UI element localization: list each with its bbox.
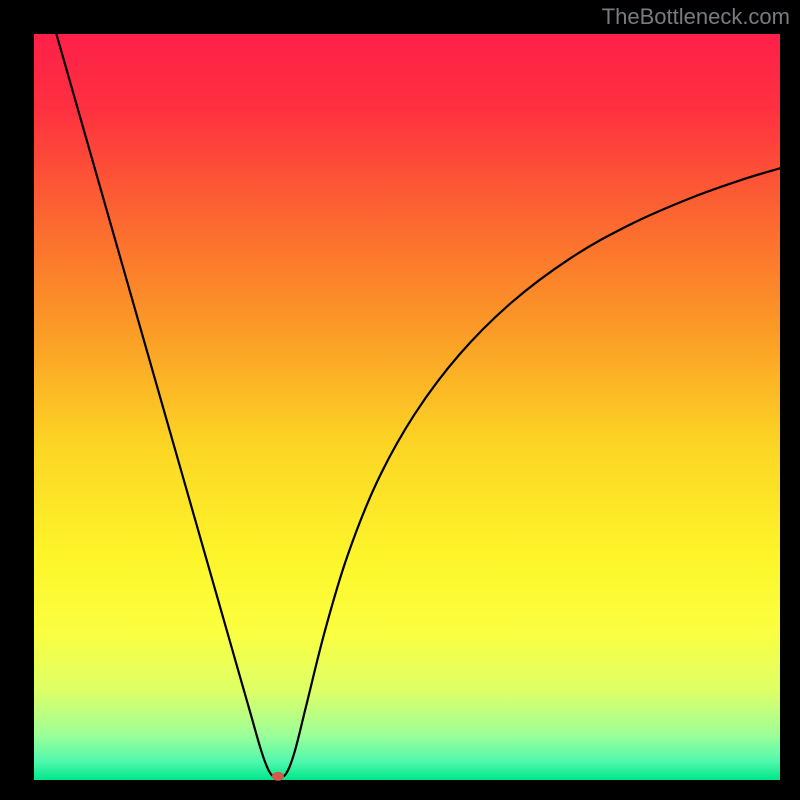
watermark-text: TheBottleneck.com: [602, 4, 790, 30]
chart-plot-bg: [34, 34, 780, 780]
bottleneck-chart: [0, 0, 800, 800]
optimal-point-marker: [272, 772, 284, 781]
